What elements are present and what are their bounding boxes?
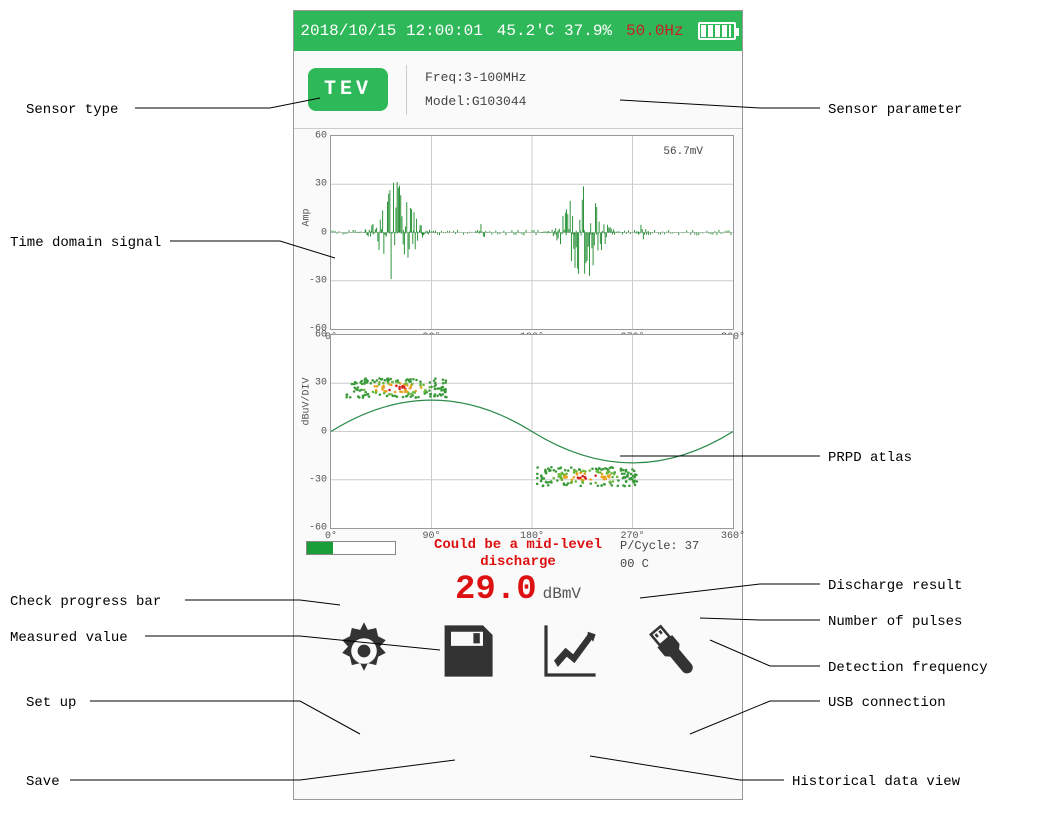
sensor-model: Model:G103044 <box>425 90 526 113</box>
device-screen: 2018/10/15 12:00:01 45.2'C 37.9% 50.0Hz … <box>293 10 743 800</box>
sensor-type-badge: TEV <box>308 68 388 111</box>
save-icon[interactable] <box>435 619 499 683</box>
label-sensor-type: Sensor type <box>26 102 118 118</box>
temp-humidity: 45.2'C 37.9% <box>497 22 612 40</box>
icon-bar <box>294 609 742 693</box>
detfreq-value: 00 C <box>620 555 730 573</box>
label-setup: Set up <box>26 695 76 711</box>
label-sensor-param: Sensor parameter <box>828 102 962 118</box>
label-prpd: PRPD atlas <box>828 450 912 466</box>
datetime: 2018/10/15 12:00:01 <box>300 22 482 40</box>
discharge-warning: Could be a mid-level discharge <box>420 537 616 571</box>
label-pulses: Number of pulses <box>828 614 962 630</box>
peak-label: 56.7mV <box>663 146 703 158</box>
label-historical: Historical data view <box>792 774 960 790</box>
sensor-params: Freq:3-100MHz Model:G103044 <box>425 66 526 113</box>
tds-chart: Amp 60 30 0 -30 -60 0° 90° 180° 270° 360… <box>330 135 734 330</box>
prpd-chart: dBuV/DIV 60 30 0 -30 -60 0° 90° 180° 270… <box>330 334 734 529</box>
usb-icon[interactable] <box>641 619 705 683</box>
power-freq: 50.0Hz <box>626 22 684 40</box>
label-save: Save <box>26 774 60 790</box>
label-discharge: Discharge result <box>828 578 962 594</box>
measured-value: 29.0 dBmV <box>420 571 616 609</box>
results-row: Could be a mid-level discharge 29.0 dBmV… <box>294 533 742 609</box>
status-bar: 2018/10/15 12:00:01 45.2'C 37.9% 50.0Hz <box>294 11 742 51</box>
sensor-freq: Freq:3-100MHz <box>425 66 526 89</box>
label-measured: Measured value <box>10 630 128 646</box>
gear-icon[interactable] <box>332 619 396 683</box>
battery-icon <box>698 22 736 40</box>
label-progress: Check progress bar <box>10 594 161 610</box>
sensor-header: TEV Freq:3-100MHz Model:G103044 <box>294 51 742 129</box>
label-usb: USB connection <box>828 695 946 711</box>
label-detfreq: Detection frequency <box>828 660 988 676</box>
progress-bar <box>306 541 396 555</box>
label-tds: Time domain signal <box>10 235 161 251</box>
chart-icon[interactable] <box>538 619 602 683</box>
